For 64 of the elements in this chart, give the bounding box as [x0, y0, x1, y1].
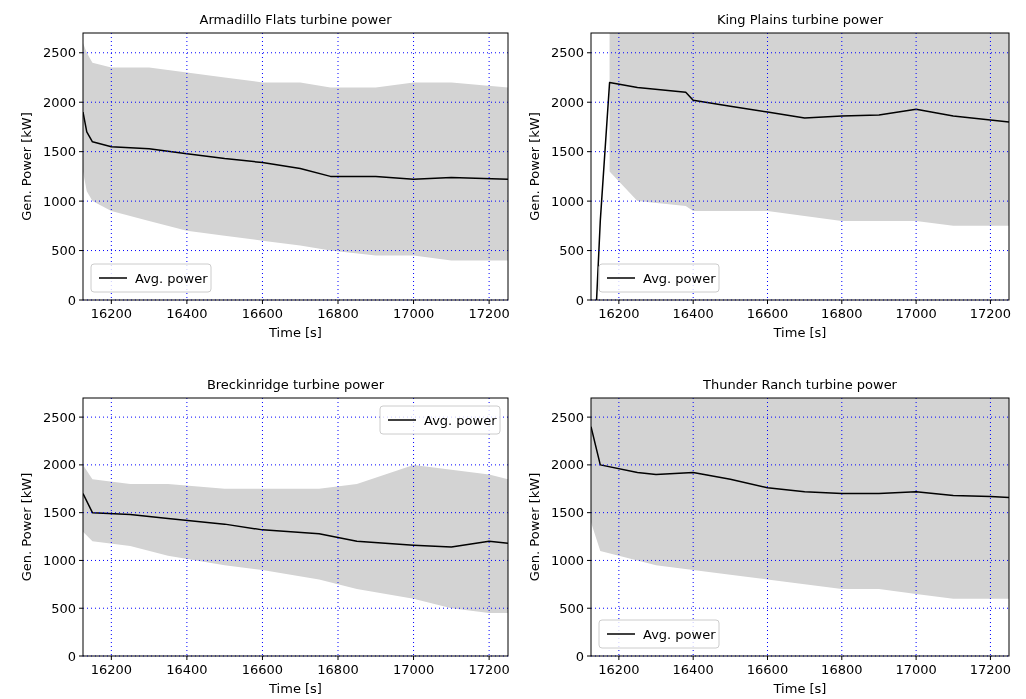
x-tick-label: 17200 [468, 306, 510, 321]
x-tick-label: 16200 [598, 662, 640, 677]
y-tick-label: 2000 [550, 457, 584, 473]
legend-label: Avg. power [643, 627, 717, 642]
y-tick-label: 1500 [42, 505, 76, 521]
x-tick-label: 16800 [821, 662, 863, 677]
x-tick-label: 16600 [241, 306, 284, 321]
x-tick-label: 16800 [821, 306, 863, 321]
chart-title: Thunder Ranch turbine power [702, 377, 898, 392]
legend-label: Avg. power [424, 413, 498, 428]
x-tick-label: 17200 [969, 662, 1012, 677]
y-tick-label: 2000 [550, 94, 584, 110]
y-tick-label: 0 [575, 648, 584, 664]
x-axis-title: Time [s] [772, 681, 827, 696]
x-tick-label: 16200 [90, 306, 133, 321]
y-tick-label: 2500 [550, 409, 584, 425]
y-tick-label: 1000 [42, 193, 76, 209]
x-axis-title: Time [s] [772, 325, 827, 340]
y-tick-label: 1500 [42, 144, 76, 160]
x-tick-label: 16400 [166, 662, 208, 677]
y-tick-label: 2500 [42, 45, 76, 61]
chart-title: Breckinridge turbine power [206, 377, 385, 392]
y-tick-label: 0 [575, 292, 584, 308]
chart-title: King Plains turbine power [716, 12, 884, 27]
y-tick-label: 500 [51, 600, 76, 616]
y-axis-title: Gen. Power [kW] [527, 112, 542, 221]
y-tick-label: 1500 [550, 144, 584, 160]
x-tick-label: 16600 [241, 662, 284, 677]
x-axis-title: Time [s] [268, 681, 322, 696]
legend-label: Avg. power [135, 271, 209, 286]
y-axis-title: Gen. Power [kW] [527, 472, 542, 582]
legend-label: Avg. power [643, 271, 717, 286]
y-tick-label: 2000 [42, 94, 76, 110]
x-tick-label: 16200 [90, 662, 133, 677]
x-tick-label: 16400 [672, 662, 714, 677]
y-tick-label: 500 [559, 600, 584, 616]
x-tick-label: 17200 [969, 306, 1012, 321]
x-tick-label: 17000 [392, 662, 435, 677]
x-tick-label: 16800 [317, 662, 359, 677]
x-axis-title: Time [s] [268, 325, 322, 340]
x-tick-label: 16200 [598, 306, 640, 321]
y-axis-title: Gen. Power [kW] [19, 112, 34, 221]
chart-title: Armadillo Flats turbine power [199, 12, 393, 27]
y-axis-title: Gen. Power [kW] [19, 472, 34, 582]
x-tick-label: 17000 [895, 662, 937, 677]
x-tick-label: 16600 [746, 662, 789, 677]
y-tick-label: 0 [67, 648, 76, 664]
y-tick-label: 2000 [42, 457, 76, 473]
x-tick-label: 16800 [317, 306, 359, 321]
y-tick-label: 500 [559, 243, 584, 259]
y-tick-label: 1000 [550, 552, 584, 568]
y-tick-label: 500 [51, 243, 76, 259]
x-tick-label: 16400 [166, 306, 208, 321]
y-tick-label: 1000 [550, 193, 584, 209]
x-tick-label: 17000 [895, 306, 937, 321]
y-tick-label: 1000 [42, 552, 76, 568]
y-tick-label: 2500 [42, 409, 76, 425]
x-tick-label: 16400 [672, 306, 714, 321]
y-tick-label: 0 [67, 292, 76, 308]
x-tick-label: 16600 [746, 306, 789, 321]
y-tick-label: 1500 [550, 505, 584, 521]
x-tick-label: 17200 [468, 662, 510, 677]
x-tick-label: 17000 [392, 306, 435, 321]
y-tick-label: 2500 [550, 45, 584, 61]
